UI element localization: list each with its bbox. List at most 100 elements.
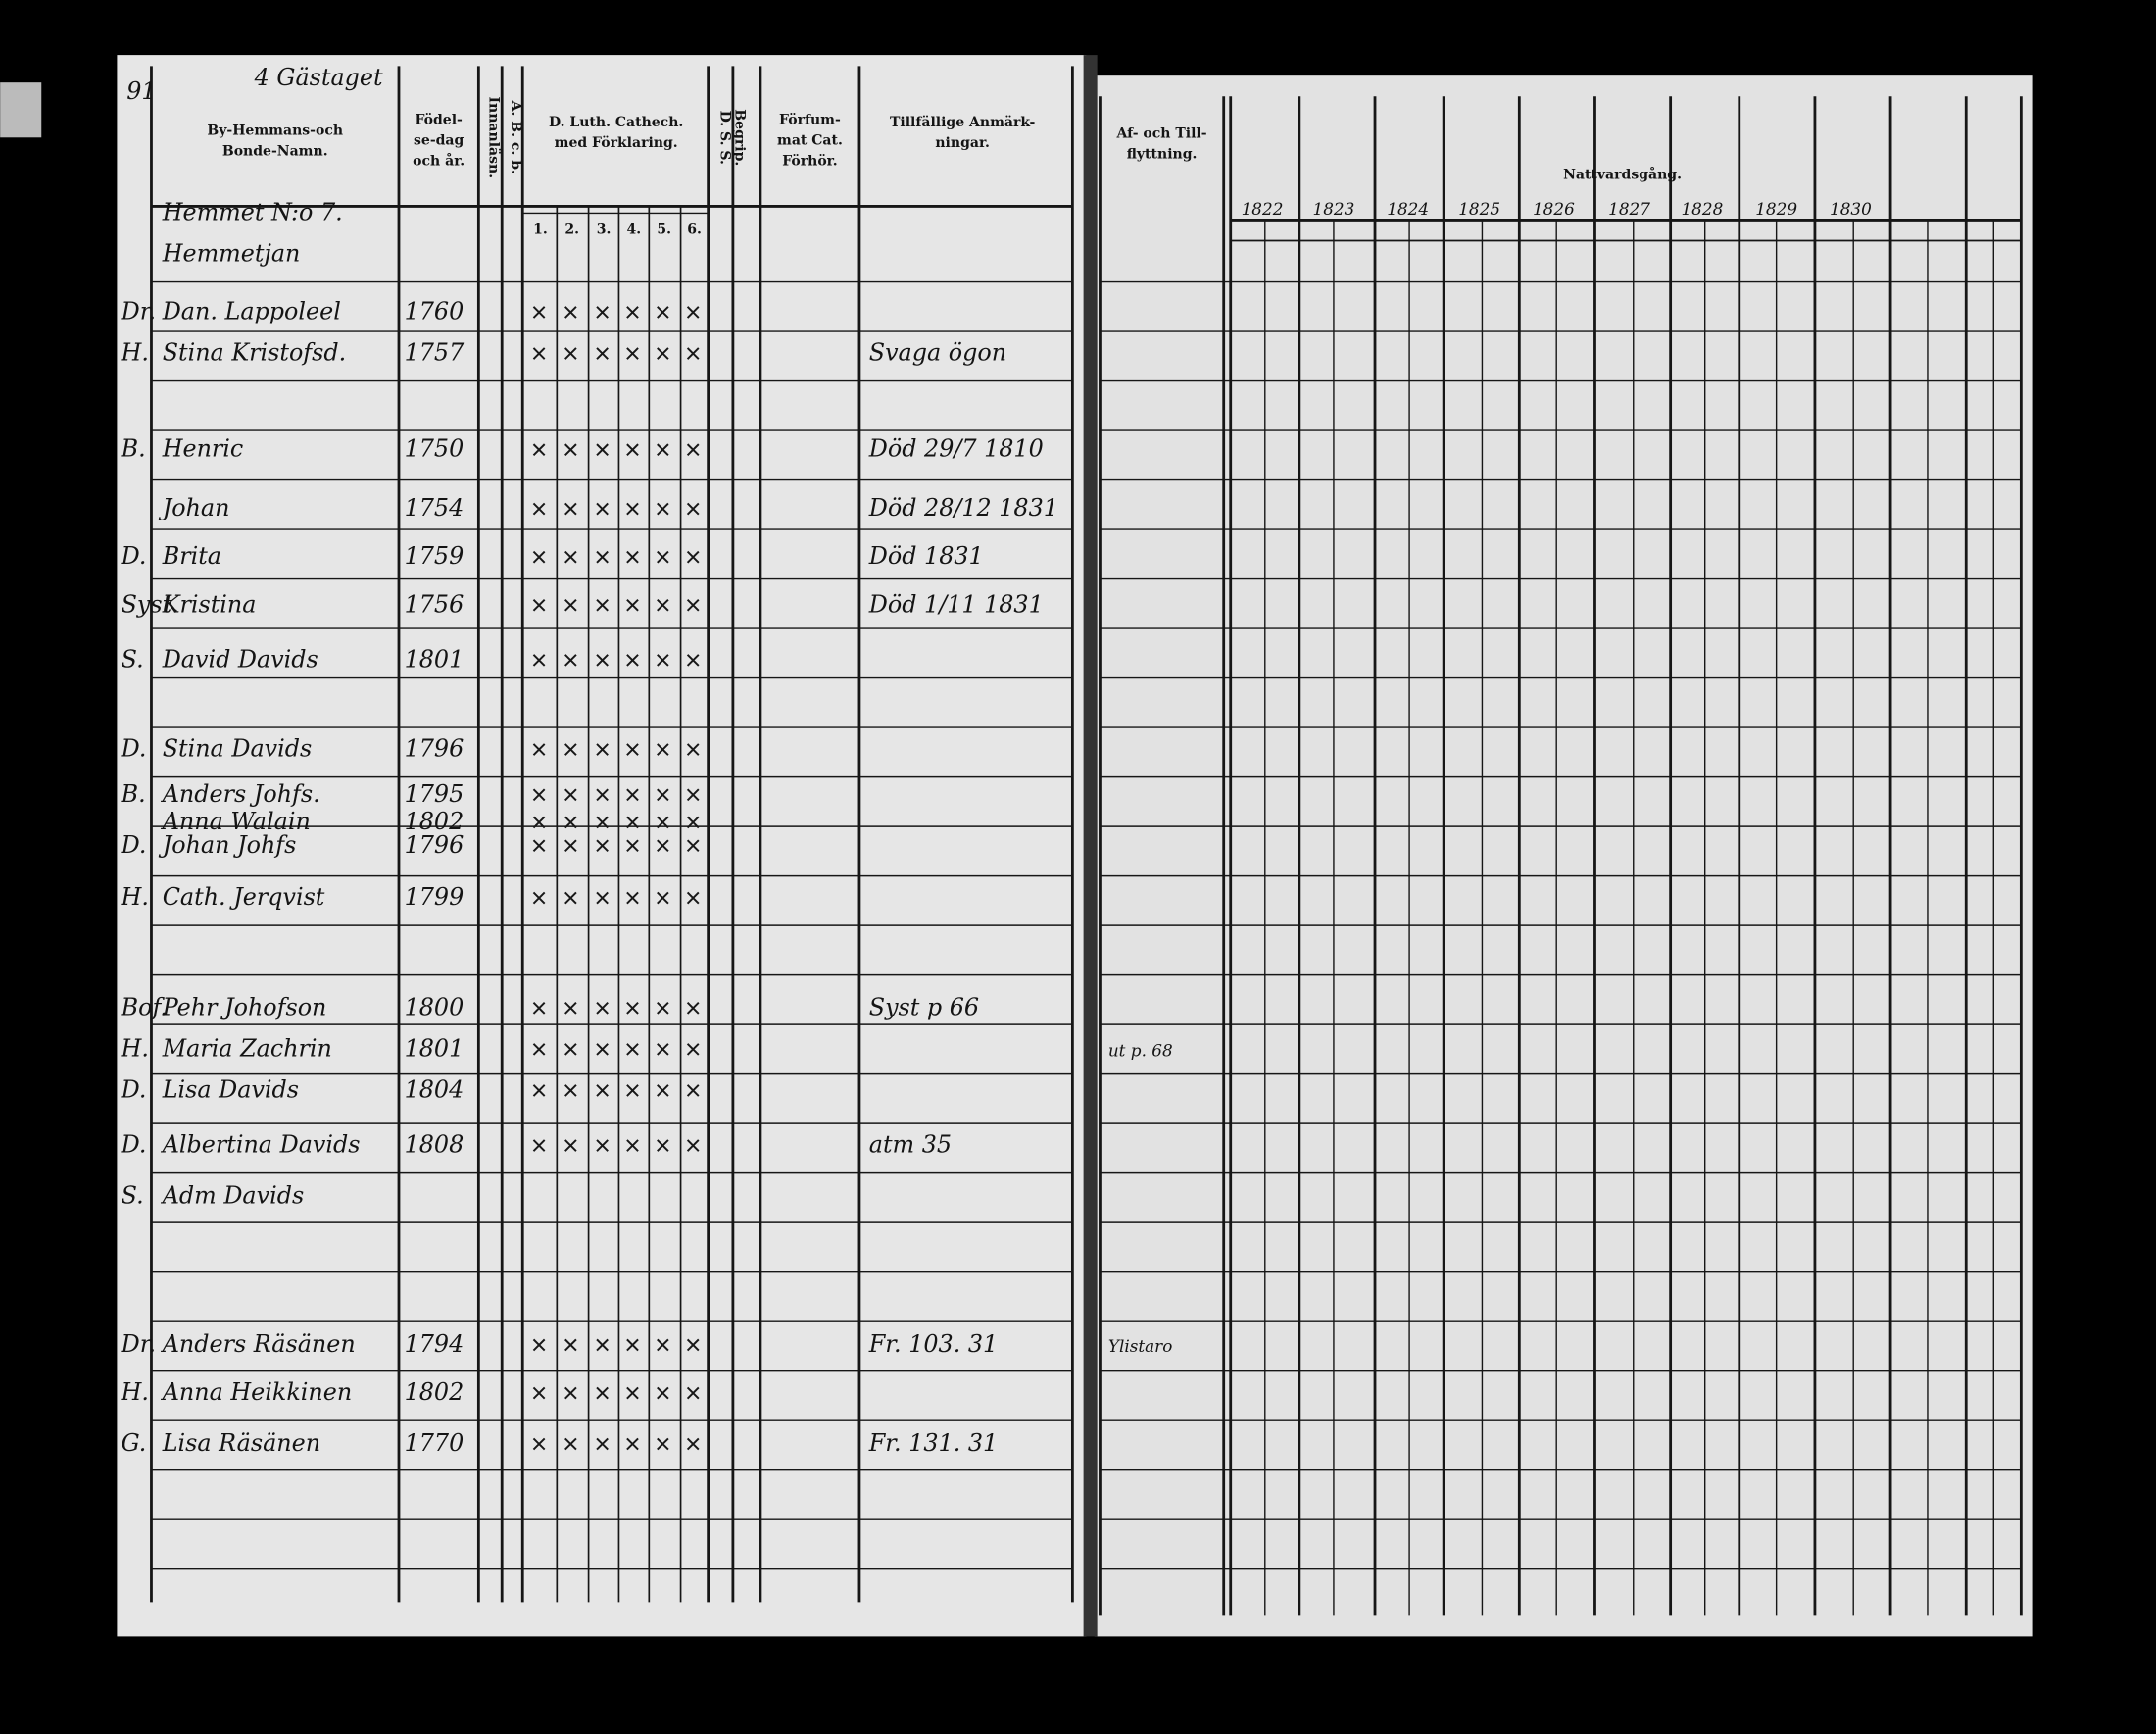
household: Hemmet N:o 7. <box>162 198 343 225</box>
tick-mark <box>657 598 669 612</box>
tick-mark <box>532 502 546 516</box>
relation: D. <box>121 735 147 763</box>
tick-mark <box>657 1338 669 1352</box>
name: Anders Johfs. <box>161 780 320 808</box>
tick-mark <box>532 743 546 756</box>
tick-mark <box>564 839 577 853</box>
tick-mark <box>657 502 669 516</box>
column-header: Tillfällige Anmärk- <box>890 115 1036 130</box>
tick-mark <box>596 347 609 360</box>
column-header: mat Cat. <box>777 132 843 148</box>
birth-year: 1804 <box>405 1075 465 1103</box>
name: Anders Räsänen <box>161 1330 356 1358</box>
tick-mark <box>596 1139 609 1152</box>
tick-mark <box>686 1043 700 1056</box>
relation: D. <box>121 1075 147 1103</box>
tick-mark <box>657 816 669 829</box>
tick-mark <box>686 1386 700 1400</box>
tick-mark <box>626 788 639 802</box>
birth-year: 1801 <box>405 1034 465 1062</box>
tick-mark <box>564 502 577 516</box>
tick-mark <box>532 347 546 360</box>
year: 1827 <box>1608 199 1650 219</box>
tick-mark <box>626 654 639 667</box>
tick-mark <box>686 502 700 516</box>
tick-mark <box>596 839 609 853</box>
tick-mark <box>626 1437 639 1451</box>
year: 1830 <box>1830 199 1872 219</box>
tick-mark <box>596 654 609 667</box>
birth-year: 1801 <box>405 645 465 672</box>
tick-mark <box>657 654 669 667</box>
name: David Davids <box>162 645 318 672</box>
column-header: By-Hemmans-och <box>207 123 343 138</box>
relation: H. <box>121 1378 149 1406</box>
catechism-part: 3. <box>597 222 612 237</box>
tick-mark <box>596 550 609 564</box>
relation: D. <box>121 831 147 859</box>
remark: Död 29/7 1810 <box>868 435 1044 463</box>
tick-mark <box>564 788 577 802</box>
tick-mark <box>596 598 609 612</box>
tick-mark <box>657 839 669 853</box>
tick-mark <box>657 1386 669 1400</box>
name: Stina Davids <box>163 735 313 763</box>
tick-mark <box>532 1084 546 1097</box>
tick-mark <box>564 1084 577 1097</box>
tick-mark <box>564 306 577 319</box>
tick-mark <box>596 1084 609 1097</box>
tick-mark <box>686 891 700 905</box>
tick-mark <box>657 1437 669 1451</box>
column-header: Begrip. <box>732 109 748 166</box>
right-page <box>1094 75 2033 1637</box>
name: Lisa Räsänen <box>162 1429 320 1457</box>
column-header: ningar. <box>935 135 990 151</box>
column-header: D. S. S. <box>716 111 732 165</box>
name: Anna Walain <box>161 808 311 835</box>
tick-mark <box>532 788 546 802</box>
tick-mark <box>686 816 700 829</box>
tick-mark <box>564 1001 577 1015</box>
birth-year: 1756 <box>405 590 465 618</box>
relation: S. <box>122 1181 144 1209</box>
tick-mark <box>686 1437 700 1451</box>
gutter <box>1083 55 1098 1637</box>
tick-mark <box>626 502 639 516</box>
year: 1829 <box>1755 199 1797 219</box>
relation: Dr. <box>121 1330 156 1358</box>
year: 1825 <box>1458 199 1500 219</box>
tick-mark <box>564 1386 577 1400</box>
tick-mark <box>657 347 669 360</box>
birth-year: 1800 <box>405 993 465 1020</box>
remark: Död 28/12 1831 <box>868 494 1058 521</box>
tick-mark <box>657 1084 669 1097</box>
tick-mark <box>626 891 639 905</box>
column-header: Födel- <box>415 112 463 127</box>
tick-mark <box>596 1386 609 1400</box>
tick-mark <box>596 816 609 829</box>
name: Lisa Davids <box>162 1075 299 1103</box>
year: 1824 <box>1387 199 1429 219</box>
column-header: och år. <box>413 151 465 169</box>
tick-mark <box>657 743 669 756</box>
tick-mark <box>596 1043 609 1056</box>
relation: D. <box>121 542 147 570</box>
column-header: Nattvardsgång. <box>1563 165 1682 182</box>
tick-mark <box>686 443 700 457</box>
tick-mark <box>532 598 546 612</box>
column-header: D. Luth. Cathech. <box>549 115 683 130</box>
tick-mark <box>564 1139 577 1152</box>
tick-mark <box>657 550 669 564</box>
tick-mark <box>532 443 546 457</box>
catechism-part: 1. <box>533 222 548 237</box>
tick-mark <box>626 1139 639 1152</box>
name: Cath. Jerqvist <box>163 883 325 911</box>
tick-mark <box>657 1043 669 1056</box>
column-header: Bonde-Namn. <box>222 144 328 160</box>
tick-mark <box>564 891 577 905</box>
tick-mark <box>626 743 639 756</box>
name: Johan <box>159 494 230 521</box>
tick-mark <box>532 1001 546 1015</box>
tick-mark <box>686 347 700 360</box>
